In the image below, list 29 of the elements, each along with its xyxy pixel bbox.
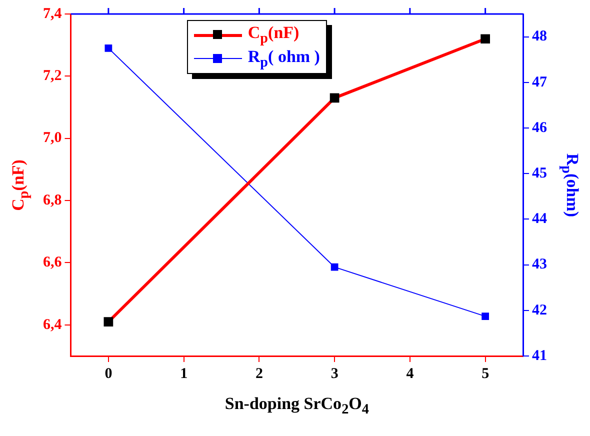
y-tick-label: 7,2 bbox=[43, 68, 62, 84]
point bbox=[330, 93, 340, 103]
y-tick-label: 6,4 bbox=[43, 316, 62, 333]
legend-label: R$_{p}$( ohm ) bbox=[248, 46, 320, 72]
y2-tick-label: 42 bbox=[532, 302, 547, 318]
y-tick-label: 7,4 bbox=[43, 6, 62, 22]
legend-label: C$_{p}$(nF) bbox=[248, 22, 300, 48]
y-tick-label: 6,6 bbox=[43, 254, 62, 271]
y2-tick-label: 43 bbox=[532, 256, 547, 273]
point bbox=[482, 312, 489, 320]
x-tick-label: 0 bbox=[104, 366, 112, 382]
point bbox=[104, 317, 114, 326]
y2-tick-label: 41 bbox=[532, 348, 547, 364]
x-tick-label: 2 bbox=[255, 366, 263, 382]
y2-tick-label: 44 bbox=[532, 211, 548, 228]
y2-tick-label: 47 bbox=[532, 74, 548, 90]
x-tick-label: 3 bbox=[330, 366, 338, 382]
x-tick-label: 5 bbox=[482, 366, 490, 382]
y-tick-label: 6,8 bbox=[43, 192, 62, 208]
x-axis-title: Sn-doping SrCo$_{2}$O$_{4}$ bbox=[224, 394, 369, 418]
y2-tick-label: 48 bbox=[532, 28, 547, 45]
point bbox=[330, 263, 338, 271]
point bbox=[104, 44, 112, 52]
y-tick-label: 7,0 bbox=[43, 130, 62, 146]
x-tick-label: 4 bbox=[406, 366, 414, 382]
x-tick-label: 1 bbox=[180, 366, 188, 382]
y2-tick-label: 45 bbox=[532, 165, 547, 182]
y2-tick-label: 46 bbox=[532, 120, 548, 136]
point bbox=[480, 34, 490, 44]
